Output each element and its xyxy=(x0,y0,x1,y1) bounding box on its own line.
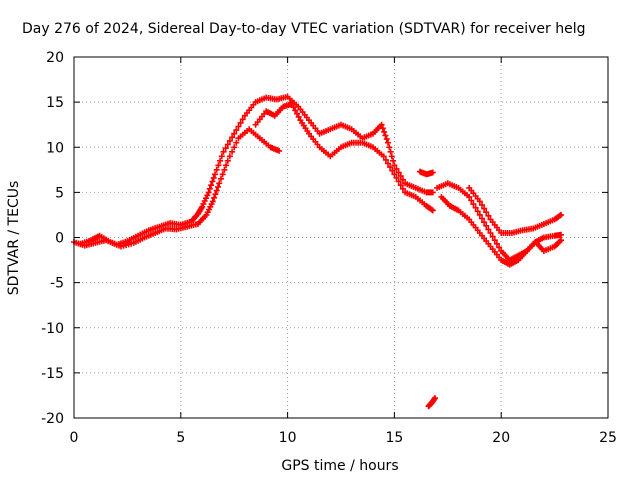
y-tick-label: 0 xyxy=(55,231,64,247)
data-track-6 xyxy=(466,184,564,236)
chart-title: Day 276 of 2024, Sidereal Day-to-day VTE… xyxy=(22,21,585,37)
data-track-5 xyxy=(438,193,564,268)
data-track-3 xyxy=(417,168,436,178)
x-axis-title: GPS time / hours xyxy=(281,458,398,474)
x-tick-label: 0 xyxy=(70,430,79,446)
x-tick-label: 20 xyxy=(492,430,510,446)
y-tick-label: -20 xyxy=(41,411,64,427)
data-series-sdtvar xyxy=(71,93,564,410)
grid-lines xyxy=(74,57,608,418)
x-tick-label: 5 xyxy=(176,430,185,446)
data-track-7 xyxy=(425,395,438,410)
y-tick-label: 20 xyxy=(46,50,64,66)
y-tick-label: -5 xyxy=(50,276,64,292)
y-tick-label: 10 xyxy=(46,140,64,156)
data-track-1 xyxy=(77,126,283,250)
y-tick-label: 5 xyxy=(55,185,64,201)
y-tick-label: 15 xyxy=(46,95,64,111)
y-tick-label: -15 xyxy=(41,366,64,382)
x-tick-label: 10 xyxy=(279,430,297,446)
x-tick-label: 15 xyxy=(385,430,403,446)
y-axis-title: SDTVAR / TECUs xyxy=(6,181,22,296)
data-track-2 xyxy=(252,100,436,214)
axis-ticks: 0 5 10 15 20 25 -20 -15 -10 -5 0 5 10 15 20 xyxy=(41,50,617,446)
y-tick-label: -10 xyxy=(41,321,64,337)
x-tick-label: 25 xyxy=(599,430,617,446)
